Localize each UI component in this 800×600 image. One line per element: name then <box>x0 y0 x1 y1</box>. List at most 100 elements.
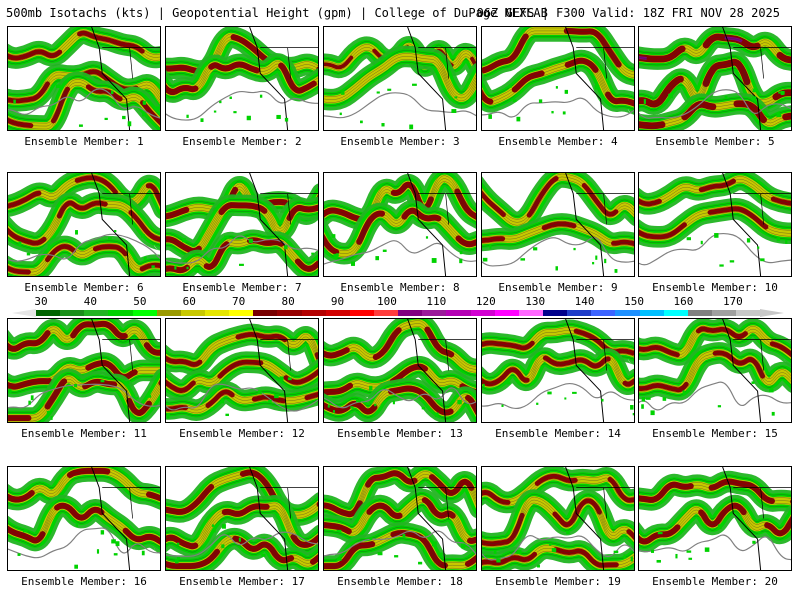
member-label: Ensemble Member: 9 <box>498 281 618 294</box>
jet-stream <box>639 92 791 130</box>
isotach-speck <box>686 237 691 241</box>
isotach-speck <box>369 537 373 540</box>
isotach-speck <box>656 559 661 563</box>
isotach-speck <box>555 266 558 271</box>
member-label: Ensemble Member: 1 <box>24 135 144 148</box>
isotach-speck <box>219 100 222 104</box>
jet-stream <box>166 467 318 526</box>
isotach-speck <box>315 257 318 261</box>
isotach-speck <box>459 258 463 264</box>
jet-stream <box>166 323 318 378</box>
map-panel-member-5 <box>638 26 792 131</box>
member-label: Ensemble Member: 19 <box>495 575 621 588</box>
isotach-speck <box>350 261 356 266</box>
map-panel-member-11 <box>7 318 161 423</box>
isotach-speck <box>760 258 765 262</box>
member-label: Ensemble Member: 5 <box>655 135 775 148</box>
isotach-speck <box>517 549 522 555</box>
isotach-map <box>324 27 476 130</box>
isotach-speck <box>115 541 120 547</box>
isotach-speck <box>259 94 263 98</box>
isotach-speck <box>136 397 139 400</box>
colorbar-tick-label: 90 <box>330 295 345 308</box>
height-contour <box>8 233 160 262</box>
isotach-speck <box>650 410 655 416</box>
isotach-speck <box>238 537 241 542</box>
isotach-speck <box>604 258 607 264</box>
colorbar-segment <box>180 310 205 316</box>
jet-stream <box>639 173 791 215</box>
map-panel-member-12 <box>165 318 319 423</box>
colorbar-tick-label: 110 <box>426 295 447 308</box>
jet-stream <box>482 347 634 395</box>
isotach-speck <box>221 524 226 529</box>
political-border <box>733 339 791 371</box>
isotach-speck <box>110 90 114 95</box>
map-panel-member-15 <box>638 318 792 423</box>
isotach-map <box>166 467 318 570</box>
isotach-speck <box>459 250 463 255</box>
isotach-speck <box>142 100 147 105</box>
colorbar-segment <box>470 310 495 316</box>
isotach-speck <box>516 116 521 122</box>
isotach-speck <box>376 91 380 94</box>
isotach-speck <box>336 558 342 561</box>
isotach-speck <box>778 91 781 94</box>
isotach-speck <box>225 413 229 417</box>
isotach-speck <box>461 543 466 549</box>
member-label: Ensemble Member: 2 <box>182 135 302 148</box>
isotach-speck <box>182 238 186 243</box>
member-label: Ensemble Member: 8 <box>340 281 460 294</box>
isotach-speck <box>382 249 387 252</box>
isotach-speck <box>75 524 79 527</box>
jet-stream <box>482 49 634 115</box>
colorbar-tick-label: 30 <box>34 295 48 308</box>
isotach-speck <box>100 379 105 383</box>
isotach-speck <box>212 528 216 533</box>
coastline <box>407 467 447 570</box>
isotach-speck <box>78 124 83 127</box>
isotach-speck <box>375 256 380 261</box>
isotach-speck <box>257 390 262 395</box>
isotach-speck <box>533 247 538 251</box>
colorbar-segment <box>494 310 519 316</box>
isotach-speck <box>508 84 512 88</box>
isotach-map <box>482 27 634 130</box>
isotach-speck <box>613 550 619 554</box>
jet-stream <box>166 53 318 103</box>
coastline <box>722 319 762 422</box>
height-contour <box>166 531 318 557</box>
jet-stream <box>482 173 634 234</box>
isotach-speck <box>107 237 112 240</box>
isotach-speck <box>717 524 722 529</box>
isotach-speck <box>229 96 232 100</box>
height-contour <box>324 240 476 265</box>
colorbar-tick-label: 130 <box>525 295 546 308</box>
jet-stream <box>482 213 634 255</box>
isotach-speck <box>564 89 569 94</box>
member-label: Ensemble Member: 18 <box>337 575 463 588</box>
colorbar-segment <box>253 310 278 316</box>
isotach-speck <box>248 238 253 244</box>
isotach-speck <box>327 404 330 408</box>
isotach-speck <box>336 529 342 532</box>
isotach-speck <box>641 396 646 402</box>
isotach-speck <box>704 547 710 552</box>
height-contour <box>8 88 160 119</box>
isotach-speck <box>381 123 385 127</box>
political-border <box>260 487 318 519</box>
coastline <box>565 173 605 276</box>
jet-stream <box>639 319 791 368</box>
jet-stream <box>639 51 791 115</box>
isotach-speck <box>489 243 492 249</box>
political-border <box>733 487 791 519</box>
isotach-speck <box>387 88 392 91</box>
page-title: 500mb Isotachs (kts) | Geopotential Heig… <box>6 5 794 21</box>
jet-stream <box>324 200 476 265</box>
colorbar-segment <box>36 310 61 316</box>
isotach-speck <box>548 542 552 546</box>
member-label: Ensemble Member: 11 <box>21 427 147 440</box>
political-border <box>418 487 476 519</box>
colorbar-tick-label: 170 <box>722 295 743 308</box>
isotach-speck <box>18 241 22 247</box>
